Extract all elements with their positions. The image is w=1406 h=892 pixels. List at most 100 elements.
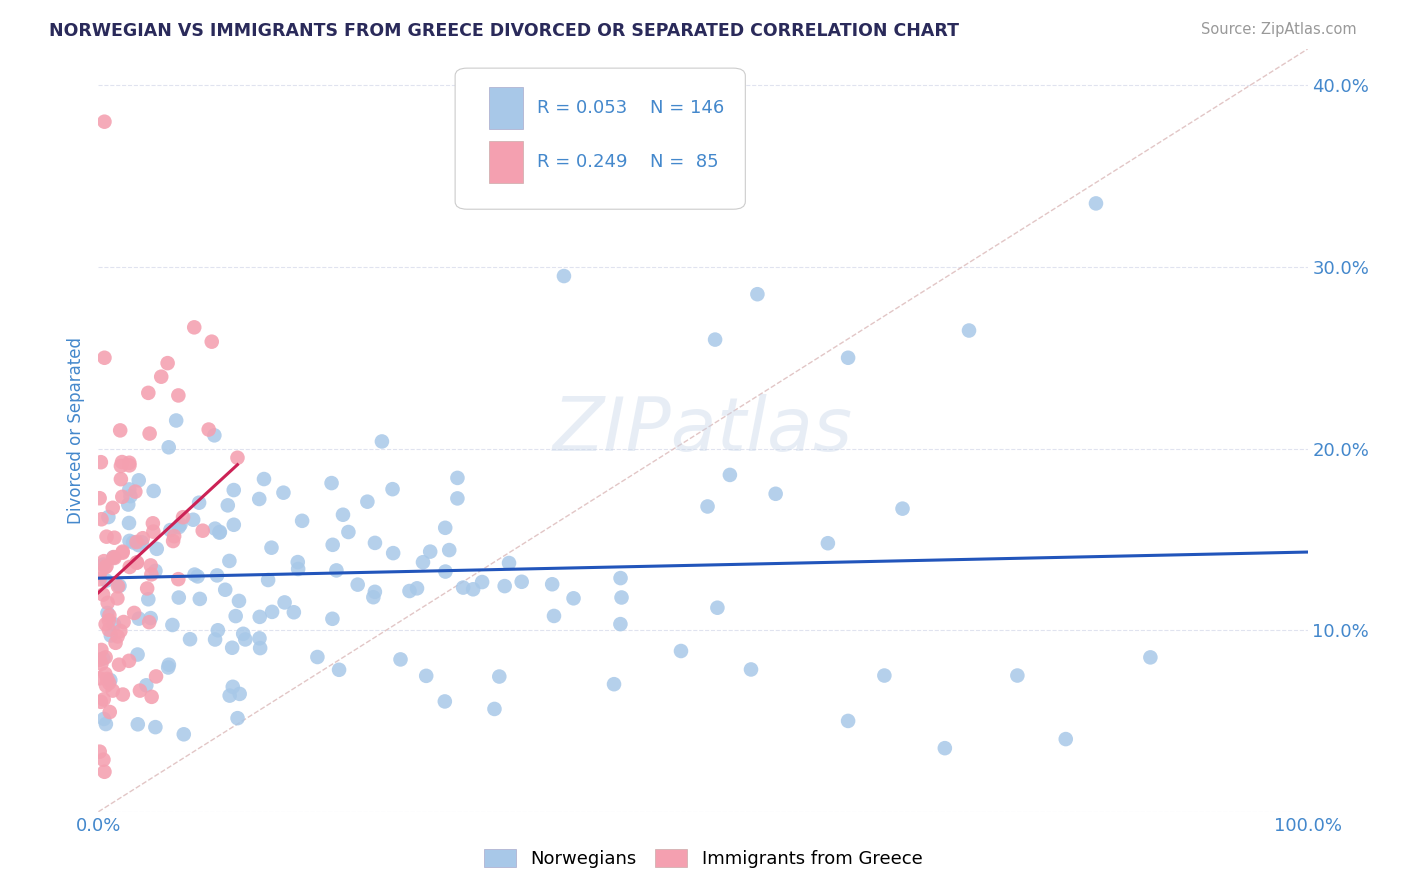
Point <box>381 482 404 496</box>
Point <box>337 524 360 539</box>
Point <box>111 546 134 560</box>
Point <box>124 484 146 499</box>
Text: N = 146: N = 146 <box>650 99 724 117</box>
Text: Source: ZipAtlas.com: Source: ZipAtlas.com <box>1201 22 1357 37</box>
Point <box>218 689 240 703</box>
Point <box>364 584 387 599</box>
Point <box>129 683 152 698</box>
Point <box>434 565 457 579</box>
Point <box>226 711 249 725</box>
Point <box>562 591 585 606</box>
Point <box>118 458 141 473</box>
Point <box>136 385 159 400</box>
Point <box>101 683 124 698</box>
Point <box>273 485 295 500</box>
Point <box>98 705 121 719</box>
Point <box>112 615 135 629</box>
Point <box>103 531 125 545</box>
Point <box>205 568 228 582</box>
Point <box>90 512 112 526</box>
Point <box>204 522 226 536</box>
Text: R = 0.249: R = 0.249 <box>537 153 628 170</box>
Point <box>118 533 141 548</box>
Point <box>228 594 250 608</box>
Point <box>91 651 114 665</box>
Point <box>94 617 117 632</box>
Point <box>118 560 141 574</box>
Point <box>157 657 180 672</box>
FancyBboxPatch shape <box>456 68 745 210</box>
Point <box>103 551 125 566</box>
Point <box>100 628 122 642</box>
Point <box>382 546 405 560</box>
Point <box>107 629 129 643</box>
Point <box>183 567 205 582</box>
Point <box>91 558 114 572</box>
Point <box>287 555 309 569</box>
Point <box>93 712 115 726</box>
Point <box>98 608 121 623</box>
Point <box>101 500 124 515</box>
Point <box>145 720 167 734</box>
Point <box>228 687 250 701</box>
Point <box>96 574 118 588</box>
Text: R = 0.053: R = 0.053 <box>537 99 627 117</box>
Point <box>108 657 131 672</box>
Point <box>510 574 533 589</box>
Point <box>117 498 139 512</box>
Point <box>172 510 194 524</box>
Point <box>93 764 115 779</box>
Point <box>471 575 494 590</box>
Point <box>214 582 236 597</box>
Point <box>94 650 117 665</box>
Point <box>747 287 769 301</box>
Bar <box>489 141 523 183</box>
Point <box>553 142 575 156</box>
Point <box>346 577 368 591</box>
Point <box>145 541 167 556</box>
Point <box>111 544 134 558</box>
Point <box>138 615 160 630</box>
Point <box>103 617 125 632</box>
Point <box>328 663 350 677</box>
Point <box>498 556 520 570</box>
Point <box>96 672 118 686</box>
Point <box>208 525 231 540</box>
Point <box>128 612 150 626</box>
Point <box>446 491 468 506</box>
Point <box>273 595 295 609</box>
Point <box>363 591 385 605</box>
Point <box>307 650 329 665</box>
Point <box>704 333 727 347</box>
Point <box>415 669 437 683</box>
Point <box>253 472 276 486</box>
Point <box>141 567 163 582</box>
Point <box>167 572 190 586</box>
Point <box>96 559 118 574</box>
Point <box>111 455 134 469</box>
Point <box>202 428 225 442</box>
Point <box>218 554 240 568</box>
Point <box>94 679 117 693</box>
Point <box>118 654 141 668</box>
Point <box>108 579 131 593</box>
Bar <box>489 87 523 129</box>
Point <box>488 669 510 683</box>
Point <box>105 591 128 606</box>
Point <box>145 669 167 683</box>
Point <box>111 688 134 702</box>
Point <box>191 524 214 538</box>
Point <box>222 483 245 497</box>
Point <box>389 652 412 666</box>
Point <box>188 591 211 606</box>
Point <box>139 611 162 625</box>
Point <box>156 356 179 370</box>
Point <box>94 560 117 574</box>
Point <box>90 455 112 469</box>
Point <box>957 324 980 338</box>
Point <box>837 714 859 728</box>
Point <box>141 690 163 704</box>
Point <box>433 694 456 708</box>
Point <box>169 517 191 532</box>
Point <box>283 605 305 619</box>
